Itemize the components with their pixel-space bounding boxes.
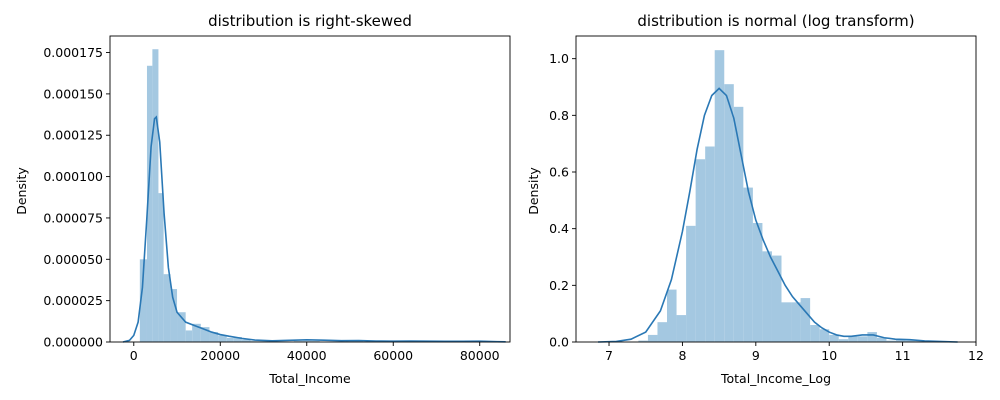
histogram-bar (819, 329, 830, 342)
histogram-bar (139, 259, 147, 342)
histogram-bar (733, 106, 744, 342)
histogram-bar (695, 159, 706, 342)
y-tick-label: 0.4 (549, 221, 569, 236)
histogram-bar (848, 336, 858, 342)
histogram-bar (686, 225, 696, 342)
histogram-bar (705, 146, 715, 342)
histogram-bar (714, 50, 725, 343)
y-tick-label: 0.0 (549, 335, 569, 350)
histogram-bar (867, 332, 877, 342)
y-tick-label: 0.000175 (43, 45, 103, 60)
y-tick-label: 0.000025 (43, 293, 103, 308)
x-axis-label: Total_Income (268, 371, 351, 386)
chart-title: distribution is right-skewed (208, 12, 412, 30)
histogram-bar (676, 315, 687, 342)
histogram-bar (200, 327, 210, 342)
axes-frame (109, 35, 511, 343)
histogram-bar (192, 323, 201, 342)
histogram-bar (838, 339, 849, 342)
y-tick-label: 0.000050 (43, 252, 103, 267)
kde-line (122, 115, 506, 343)
histogram-bar (647, 334, 658, 342)
axes-frame (575, 35, 977, 343)
histogram-bar (163, 274, 171, 342)
histogram-bar (146, 65, 153, 342)
histogram-bar (791, 302, 801, 342)
histogram-bar (657, 322, 668, 342)
histogram-bar (209, 332, 219, 342)
x-tick-label: 7 (605, 348, 613, 363)
x-axis-label: Total_Income_Log (720, 371, 831, 386)
histogram-bar (876, 337, 887, 342)
y-tick-label: 1.0 (549, 51, 569, 66)
histogram-bar (800, 298, 811, 342)
histogram-bar (762, 251, 772, 342)
y-tick-label: 0.000150 (43, 86, 103, 101)
histogram-bar (185, 330, 193, 342)
histogram-bar (905, 340, 916, 342)
x-tick-label: 60000 (373, 348, 413, 363)
x-tick-label: 12 (968, 348, 984, 363)
histogram-bar (638, 340, 648, 342)
y-tick-label: 0.2 (549, 278, 569, 293)
x-tick-label: 8 (678, 348, 686, 363)
histogram-bar (810, 325, 820, 342)
histogram-bar (241, 339, 251, 342)
histogram-bar (857, 336, 868, 342)
histogram-bar (152, 49, 159, 343)
x-tick-label: 20000 (200, 348, 240, 363)
histogram-bar (233, 337, 242, 342)
y-tick-label: 0.000125 (43, 128, 103, 143)
histogram-bar (158, 193, 164, 342)
chart-panel-right: distribution is normal (log transform) T… (526, 12, 984, 386)
x-tick-label: 80000 (460, 348, 500, 363)
y-axis-label: Density (14, 167, 29, 215)
chart-panel-left: distribution is right-skewed Total_Incom… (14, 12, 511, 386)
histogram-bar (667, 289, 677, 342)
histogram-bar (752, 223, 763, 342)
histogram-bar (218, 335, 227, 342)
histogram-bar (724, 84, 734, 343)
y-tick-label: 0.000100 (43, 169, 103, 184)
kde-line (597, 87, 958, 343)
y-tick-label: 0.000075 (43, 210, 103, 225)
histogram-bar (886, 340, 896, 342)
x-tick-label: 9 (752, 348, 760, 363)
y-tick-label: 0.8 (549, 108, 569, 123)
y-tick-label: 0.6 (549, 165, 569, 180)
y-axis-label: Density (526, 167, 541, 215)
y-tick-label: 0.000000 (43, 335, 103, 350)
histogram-bar (829, 334, 839, 342)
histogram-bar (743, 187, 753, 342)
histogram-bar (896, 339, 906, 342)
histogram-bar (771, 255, 782, 342)
x-tick-label: 0 (130, 348, 138, 363)
histogram-bar (781, 302, 792, 342)
x-tick-label: 40000 (287, 348, 327, 363)
histogram-bar (170, 289, 178, 342)
chart-title: distribution is normal (log transform) (637, 12, 914, 30)
x-tick-label: 10 (821, 348, 837, 363)
histogram-bar (177, 312, 186, 342)
x-tick-label: 11 (895, 348, 911, 363)
histogram-bar (226, 337, 234, 342)
